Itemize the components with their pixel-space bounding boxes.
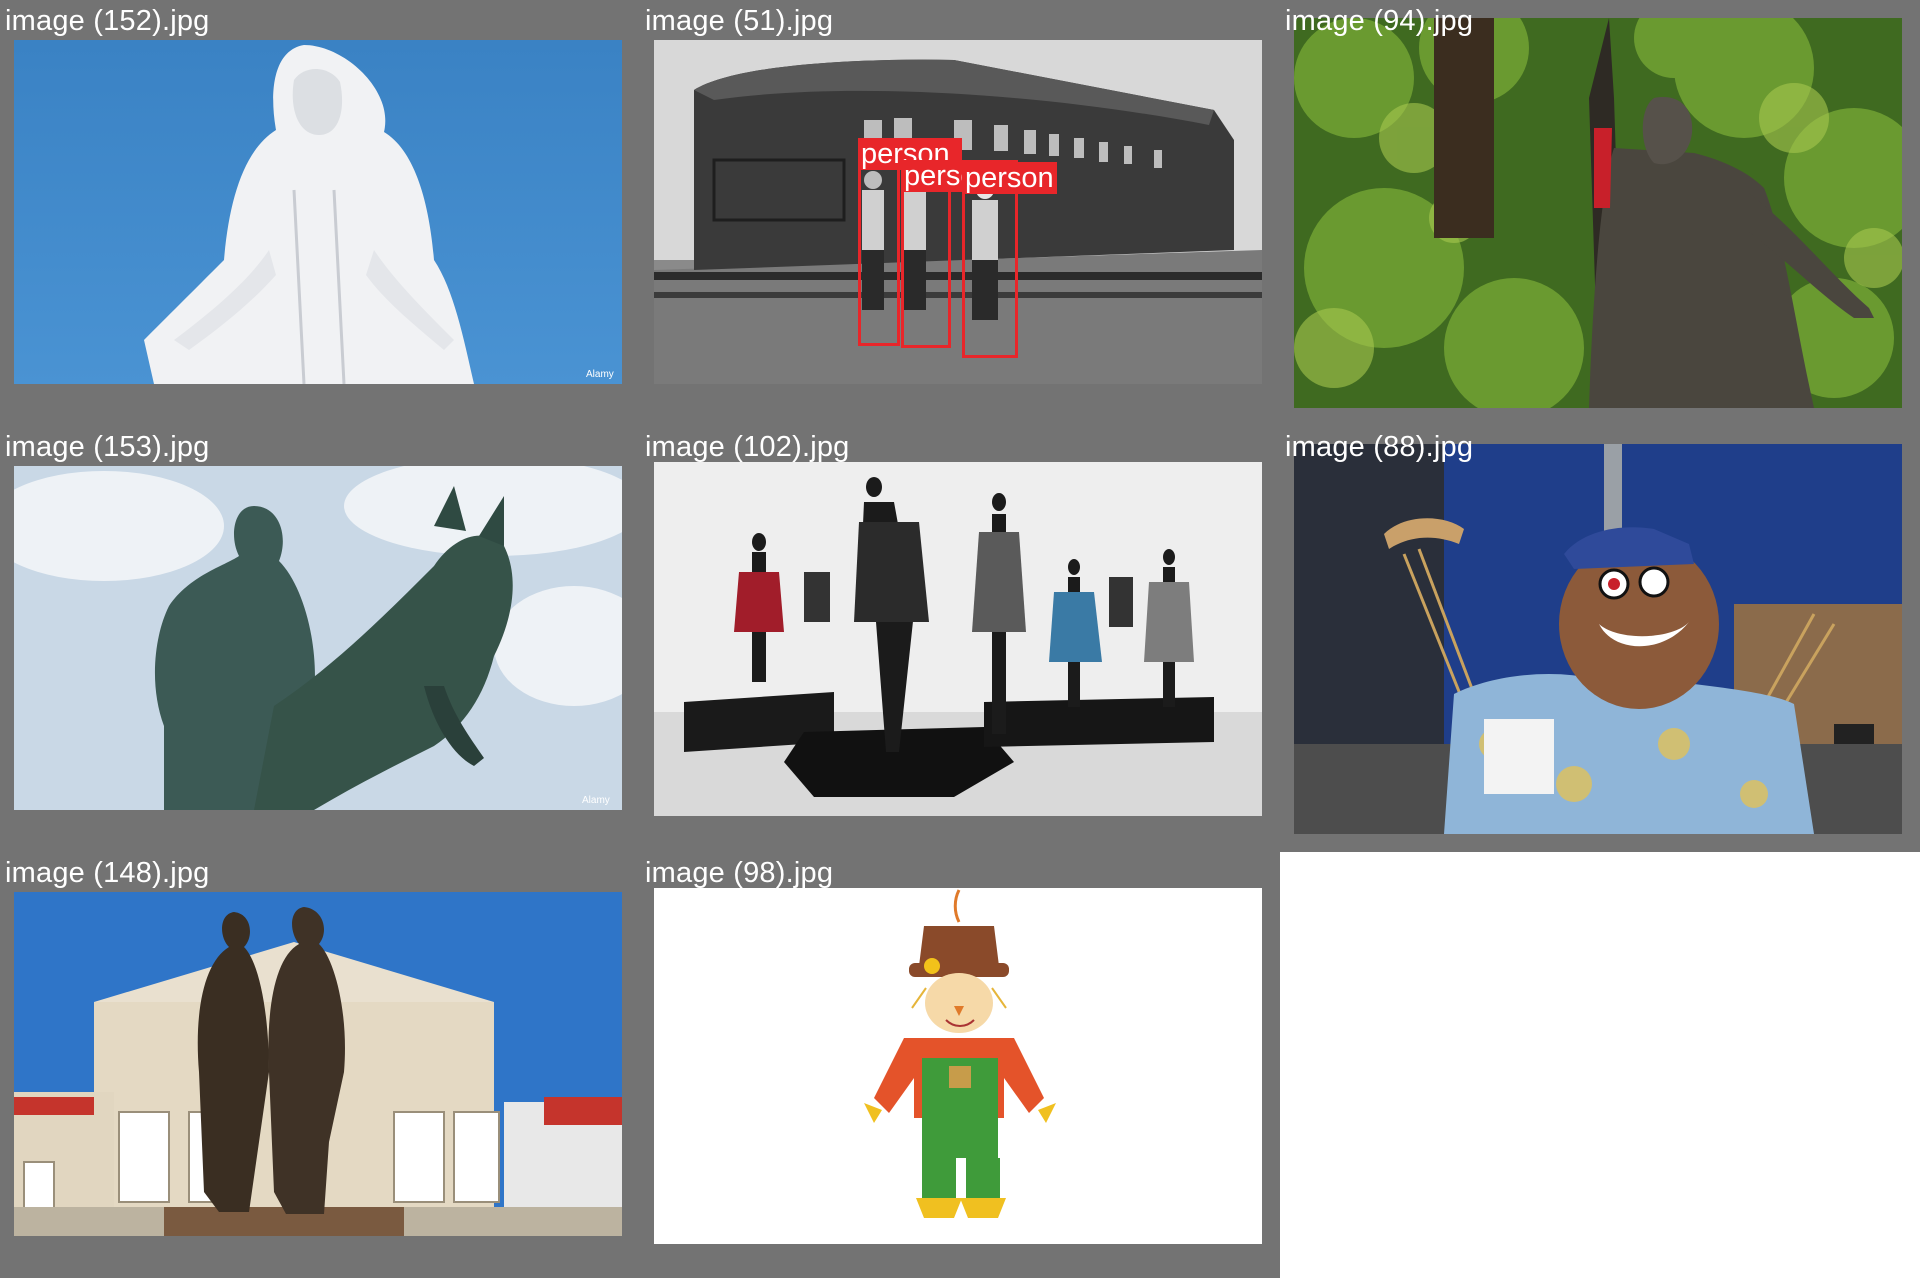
image-tile-102[interactable]: image (102).jpg bbox=[640, 426, 1280, 852]
image-tile-148[interactable]: image (148).jpg bbox=[0, 852, 640, 1278]
detection-box-3 bbox=[962, 160, 1018, 358]
thumbnail-train-car-photo[interactable] bbox=[654, 40, 1262, 384]
filename-label: image (153).jpg bbox=[5, 431, 210, 463]
image-tile-153[interactable]: image (153).jpg Alamy bbox=[0, 426, 640, 852]
thumbnail-scarecrow-cutout[interactable] bbox=[654, 888, 1262, 1244]
image-tile-51[interactable]: image (51).jpg bbox=[640, 0, 1280, 426]
thumbnail-goethe-schiller-monument[interactable] bbox=[14, 892, 622, 1236]
detection-label-3: person bbox=[962, 162, 1057, 194]
filename-label: image (102).jpg bbox=[645, 431, 850, 463]
thumbnail-scarecrow-street[interactable] bbox=[1294, 444, 1902, 834]
watermark-text: Alamy bbox=[586, 369, 614, 380]
detection-label-2: person bbox=[901, 160, 967, 192]
thumbnail-equestrian-statue[interactable]: Alamy bbox=[14, 466, 622, 810]
filename-label: image (88).jpg bbox=[1285, 431, 1474, 463]
image-tile-98[interactable]: image (98).jpg bbox=[640, 852, 1280, 1278]
thumbnail-virgin-mary-statue[interactable]: Alamy bbox=[14, 40, 622, 384]
watermark-text: Alamy bbox=[582, 795, 610, 806]
filename-label: image (98).jpg bbox=[645, 857, 834, 889]
image-tile-94[interactable]: image (94).jpg bbox=[1280, 0, 1920, 426]
filename-label: image (51).jpg bbox=[645, 5, 834, 37]
filename-label: image (94).jpg bbox=[1285, 5, 1474, 37]
image-tile-88[interactable]: image (88).jpg bbox=[1280, 426, 1920, 852]
thumbnail-fashion-exhibit[interactable] bbox=[654, 462, 1262, 816]
filename-label: image (152).jpg bbox=[5, 5, 210, 37]
filename-label: image (148).jpg bbox=[5, 857, 210, 889]
image-tile-152[interactable]: image (152).jpg Alamy bbox=[0, 0, 640, 426]
thumbnail-columbus-statue[interactable] bbox=[1294, 18, 1902, 408]
